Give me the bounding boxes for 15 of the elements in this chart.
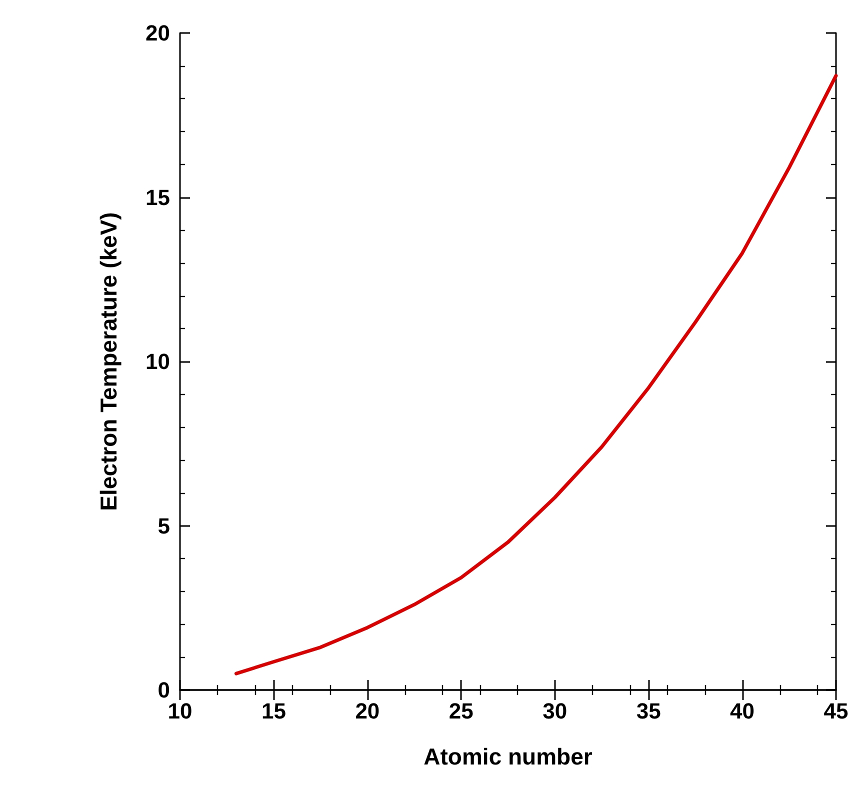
line-series	[234, 74, 838, 676]
y-tick-label: 10	[146, 349, 170, 374]
y-tick-label: 15	[146, 184, 170, 210]
x-tick-label: 25	[448, 698, 474, 724]
x-tick-label: 15	[261, 698, 286, 724]
x-tick-label: 20	[355, 698, 380, 724]
x-tick-label: 35	[636, 698, 661, 724]
x-axis-title: Atomic number	[424, 744, 592, 770]
x-tick-label: 30	[542, 698, 568, 724]
y-axis-title: Electron Temperature (keV)	[96, 212, 122, 511]
y-tick-label: 5	[158, 513, 170, 538]
x-tick-label: 45	[824, 698, 848, 724]
y-tick-label: 0	[158, 678, 170, 702]
x-tick-label: 40	[730, 698, 755, 724]
y-tick-label: 20	[146, 20, 170, 46]
